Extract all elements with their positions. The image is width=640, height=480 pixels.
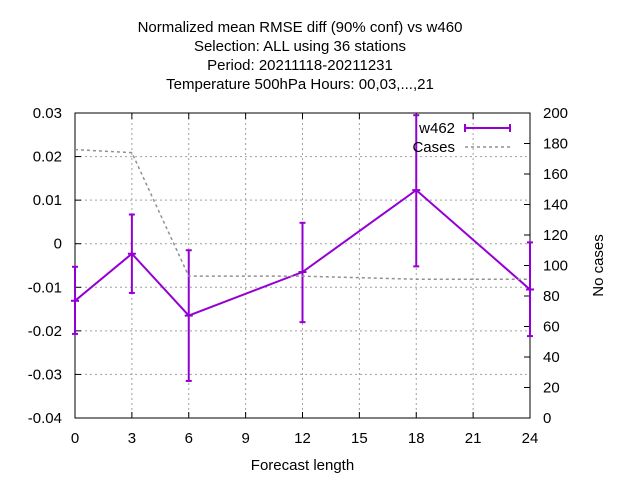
y-tick-label: -0.04 (28, 410, 62, 427)
y-tick-label: -0.03 (28, 366, 62, 383)
legend-label: w462 (418, 120, 455, 137)
y2-tick-label: 140 (543, 197, 568, 214)
y-tick-label: 0 (54, 236, 62, 253)
y2-tick-label: 0 (543, 410, 551, 427)
x-tick-label: 24 (522, 430, 539, 447)
y2-tick-label: 100 (543, 258, 568, 275)
y-tick-label: -0.02 (28, 323, 62, 340)
y2-tick-label: 80 (543, 288, 560, 305)
y-tick-label: 0.01 (33, 192, 62, 209)
y2-tick-label: 160 (543, 166, 568, 183)
legend-label: Cases (412, 139, 455, 156)
x-tick-label: 6 (185, 430, 193, 447)
y2-tick-label: 200 (543, 105, 568, 122)
x-tick-label: 9 (241, 430, 249, 447)
x-tick-label: 0 (71, 430, 79, 447)
series-line-cases (74, 148, 530, 280)
y2-tick-label: 40 (543, 349, 560, 366)
y2-tick-label: 120 (543, 227, 568, 244)
x-tick-label: 3 (128, 430, 136, 447)
chart-title-line: Temperature 500hPa Hours: 00,03,...,21 (166, 76, 434, 93)
x-tick-label: 18 (408, 430, 425, 447)
series-line-w462 (74, 188, 531, 317)
y2-tick-label: 20 (543, 380, 560, 397)
x-tick-label: 21 (465, 430, 482, 447)
y2-axis-label: No cases (590, 234, 607, 297)
y-tick-label: 0.03 (33, 105, 62, 122)
x-axis-label: Forecast length (251, 457, 354, 474)
chart-title-line: Period: 20211118-20211231 (207, 57, 393, 74)
x-tick-label: 15 (351, 430, 368, 447)
y-tick-label: -0.01 (28, 279, 62, 296)
y2-tick-label: 180 (543, 136, 568, 153)
chart-title-line: Selection: ALL using 36 stations (194, 38, 406, 55)
y2-tick-label: 60 (543, 319, 560, 336)
y-tick-label: 0.02 (33, 149, 62, 166)
x-tick-label: 12 (294, 430, 311, 447)
chart-title-line: Normalized mean RMSE diff (90% conf) vs … (138, 19, 463, 36)
